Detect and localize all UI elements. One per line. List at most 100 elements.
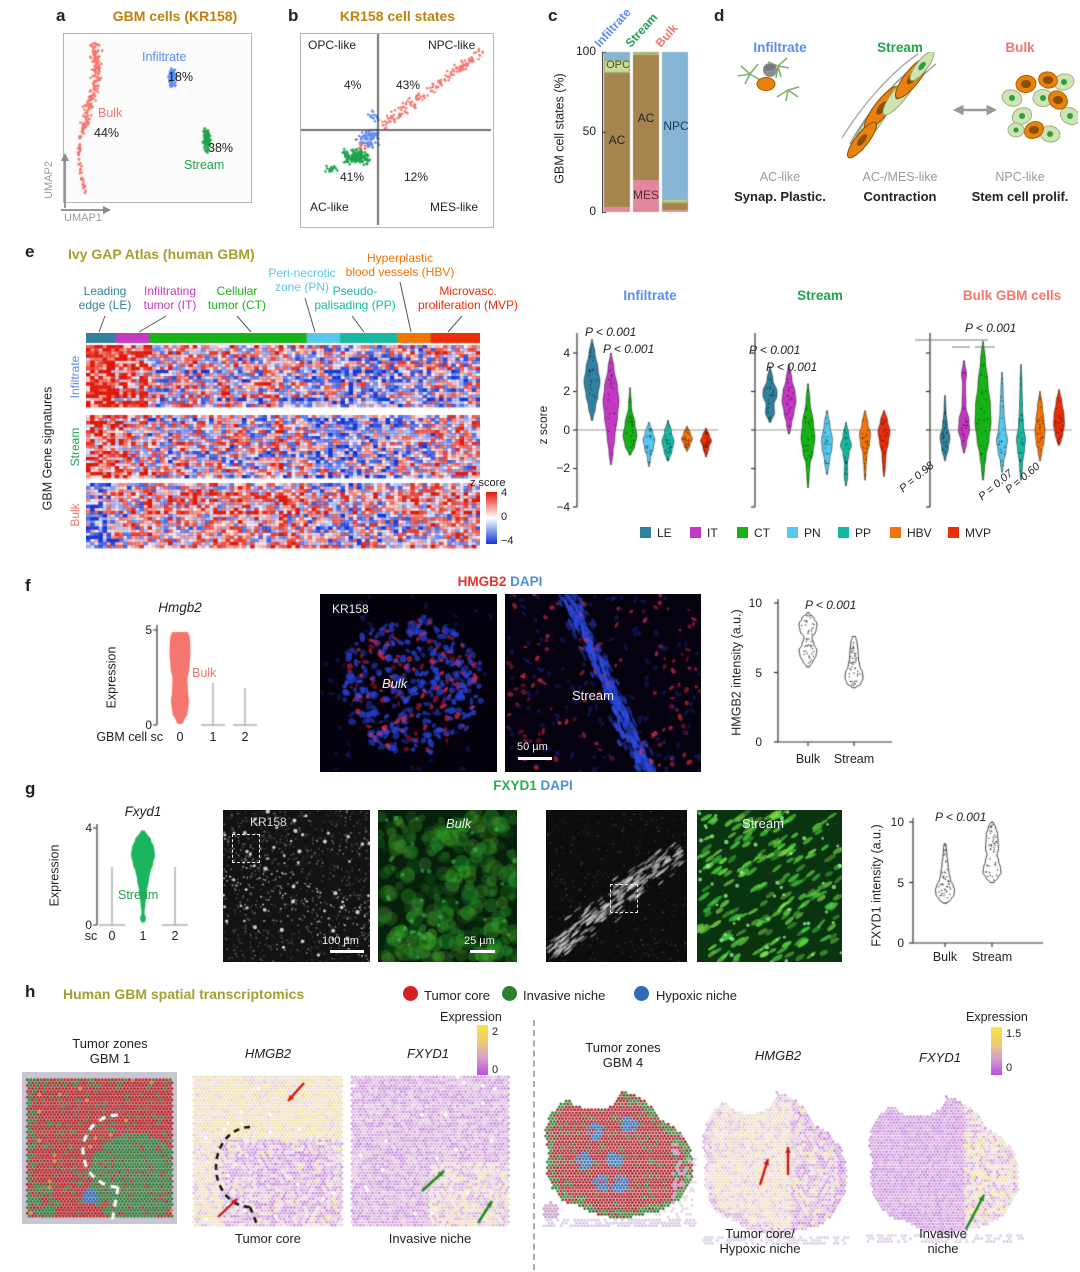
h-right-fxyd1-label: FXYD1 bbox=[919, 1050, 961, 1065]
zone-label-mvp: Microvasc. proliferation (MVP) bbox=[417, 284, 519, 312]
zscore-colorbar bbox=[486, 492, 497, 544]
legend-swatch-le bbox=[640, 527, 651, 538]
violin-title-infiltrate: Infiltrate bbox=[623, 288, 677, 303]
d-header-infiltrate: Infiltrate bbox=[753, 40, 807, 55]
zone-label-pn: Peri-necrotic zone (PN) bbox=[268, 266, 336, 294]
legend-tumor-core: Tumor core bbox=[424, 988, 490, 1003]
c-tick-100: 100 bbox=[575, 44, 596, 58]
g-img-stream-label: Stream bbox=[742, 816, 784, 831]
vy-tick-0: 0 bbox=[563, 423, 570, 437]
panel-e-title: Ivy GAP Atlas (human GBM) bbox=[68, 246, 255, 262]
violin-title-bulk: Bulk GBM cells bbox=[962, 288, 1062, 303]
d-type-1: AC-like bbox=[759, 170, 801, 184]
legend-it: IT bbox=[707, 526, 718, 540]
f-scalebar bbox=[518, 757, 552, 760]
c-tick-0: 0 bbox=[589, 204, 596, 218]
h-right-expr-min: 0 bbox=[1006, 1062, 1013, 1074]
hmgb2-bulk-image bbox=[320, 594, 497, 772]
g-cat-0: 0 bbox=[108, 929, 116, 943]
g-int-pval: P < 0.001 bbox=[935, 810, 987, 824]
legend-hypoxic-niche: Hypoxic niche bbox=[656, 988, 737, 1003]
legend-dot-tumor-core bbox=[403, 986, 418, 1001]
legend-swatch-it bbox=[690, 527, 701, 538]
d-func-1: Synap. Plastic. bbox=[734, 189, 826, 204]
legend-le: LE bbox=[657, 526, 672, 540]
f-expression-label: Expression bbox=[104, 646, 119, 709]
zone-violin-canvas bbox=[558, 293, 1080, 523]
g-expression-label: Expression bbox=[47, 844, 62, 907]
quad-mes-pct: 12% bbox=[404, 170, 429, 184]
umap-pct-infiltrate: 18% bbox=[168, 70, 194, 84]
violin-y-label: z score bbox=[536, 405, 550, 445]
umap-label-bulk: Bulk bbox=[98, 106, 123, 120]
legend-swatch-pn bbox=[787, 527, 798, 538]
g-int-cat-bulk: Bulk bbox=[932, 950, 958, 964]
c-y-axis-label: GBM cell states (%) bbox=[552, 73, 567, 184]
g-int-tick-10: 10 bbox=[890, 815, 904, 829]
h-left-caption-core: Tumor core bbox=[235, 1231, 301, 1246]
d-type-2: AC-/MES-like bbox=[862, 170, 938, 184]
quad-npc-pct: 43% bbox=[396, 78, 421, 92]
f-scalebar-label: 50 µm bbox=[517, 741, 548, 753]
legend-pn: PN bbox=[804, 526, 821, 540]
c-seg-npc: NPC bbox=[663, 119, 689, 133]
hmgb2-stream-image bbox=[505, 594, 701, 772]
f-x-axis-label: GBM cell sc bbox=[96, 730, 163, 744]
umap-label-infiltrate: Infiltrate bbox=[142, 50, 187, 64]
umap-pct-bulk: 44% bbox=[94, 126, 120, 140]
g-intensity-y-label: FXYD1 intensity (a.u.) bbox=[869, 824, 884, 947]
legend-swatch-ct bbox=[737, 527, 748, 538]
vy-tick-m2: −2 bbox=[556, 461, 570, 475]
zone-label-le: Leading edge (LE) bbox=[78, 284, 132, 312]
f-cat-0: 0 bbox=[176, 730, 184, 744]
d-type-3: NPC-like bbox=[995, 170, 1045, 184]
umap-scatter-canvas bbox=[64, 34, 249, 200]
p-bulk-top: P < 0.001 bbox=[965, 321, 1017, 335]
f-int-cat-bulk: Bulk bbox=[795, 752, 821, 766]
f-img-bulk-label: Bulk bbox=[382, 676, 408, 691]
f-tick-0: 0 bbox=[145, 718, 152, 732]
legend-dot-invasive bbox=[502, 986, 517, 1001]
panel-letter-f: f bbox=[25, 576, 31, 595]
panel-letter-g: g bbox=[25, 779, 36, 798]
h-left-fxyd1-label: FXYD1 bbox=[407, 1046, 449, 1061]
panel-letter-d: d bbox=[714, 6, 725, 25]
zone-connector-lines bbox=[98, 281, 463, 333]
gbm4-zones-map bbox=[542, 1073, 698, 1227]
quad-mes-label: MES-like bbox=[430, 200, 479, 214]
d-header-stream: Stream bbox=[877, 40, 923, 55]
h-left-expr-colorbar bbox=[477, 1025, 488, 1075]
legend-swatch-mvp bbox=[948, 527, 959, 538]
g-scalebar-25-label: 25 µm bbox=[464, 935, 495, 947]
gbm4-hmgb2-map bbox=[700, 1073, 852, 1245]
h-left-hmgb2-label: HMGB2 bbox=[244, 1046, 292, 1061]
f-cat-1: 1 bbox=[209, 730, 217, 744]
g-inset-box-2 bbox=[610, 884, 638, 913]
panel-letter-c: c bbox=[548, 6, 558, 25]
gbm1-zones-map bbox=[22, 1072, 177, 1224]
zscore-max: 4 bbox=[501, 487, 508, 499]
states-scatter-canvas bbox=[301, 34, 491, 225]
zone-label-it: Infiltrating tumor (IT) bbox=[143, 284, 197, 312]
umap-pct-stream: 38% bbox=[208, 141, 234, 155]
g-inset-box-1 bbox=[232, 834, 260, 863]
d-func-2: Contraction bbox=[863, 189, 937, 204]
h-right-expr-colorbar bbox=[991, 1027, 1002, 1075]
violin-title-stream: Stream bbox=[797, 288, 843, 303]
legend-pp: PP bbox=[855, 526, 872, 540]
f-bulk-label: Bulk bbox=[192, 666, 217, 680]
g-cat-2: 2 bbox=[171, 929, 179, 943]
f-int-cat-stream: Stream bbox=[833, 752, 875, 766]
c-seg-opc: OPC bbox=[606, 59, 630, 71]
c-seg-ac-infiltrate: AC bbox=[608, 133, 626, 147]
p-str-2: P < 0.001 bbox=[766, 360, 818, 374]
h-left-expr-max: 2 bbox=[492, 1026, 499, 1038]
h-right-hmgb2-label: HMGB2 bbox=[754, 1048, 802, 1063]
legend-invasive-niche: Invasive niche bbox=[523, 988, 606, 1003]
g-int-tick-0: 0 bbox=[897, 936, 904, 950]
zone-label-hbv: Hyperplastic blood vessels (HBV) bbox=[345, 251, 455, 279]
g-stream-label: Stream bbox=[118, 888, 159, 902]
h-right-expr-label: Expression bbox=[966, 1010, 1028, 1024]
umap1-axis-label: UMAP1 bbox=[64, 212, 102, 224]
umap-plot-frame bbox=[63, 33, 252, 203]
